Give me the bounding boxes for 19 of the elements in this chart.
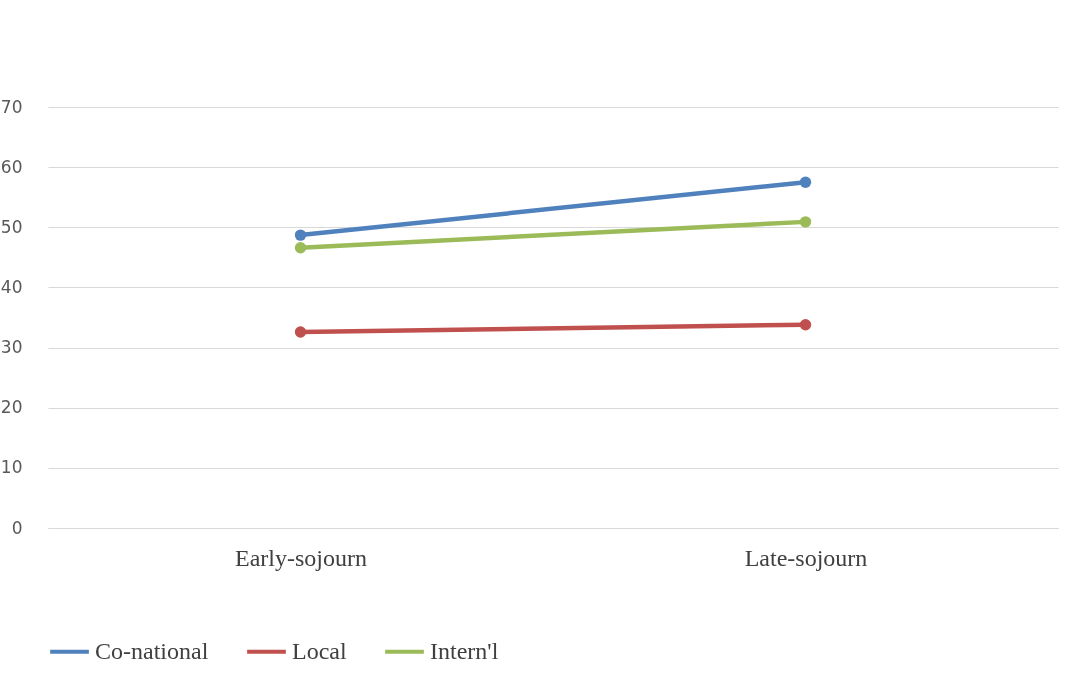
- x-tick-label: Late-sojourn: [744, 544, 868, 571]
- legend-label: Intern'l: [430, 637, 499, 664]
- legend-label: Local: [292, 637, 347, 664]
- x-tick-label: Early-sojourn: [235, 544, 367, 571]
- point: [799, 176, 812, 188]
- y-tick-label: 10: [0, 457, 23, 478]
- point: [294, 242, 307, 254]
- point: [799, 216, 812, 228]
- y-tick-label: 70: [0, 96, 23, 117]
- y-tick-label: 50: [0, 216, 23, 237]
- y-tick-label: 20: [0, 397, 23, 418]
- y-tick-label: 0: [11, 517, 23, 538]
- y-tick-label: 30: [0, 337, 23, 358]
- legend-label: Co-national: [95, 637, 209, 664]
- y-tick-label: 60: [0, 156, 23, 177]
- point: [294, 326, 307, 338]
- point: [799, 319, 812, 331]
- y-tick-label: 40: [0, 276, 23, 297]
- point: [294, 229, 307, 241]
